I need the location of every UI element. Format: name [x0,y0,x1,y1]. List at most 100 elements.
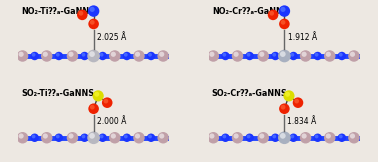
Circle shape [300,132,311,144]
Circle shape [41,50,53,62]
Circle shape [284,90,294,101]
Circle shape [293,97,303,108]
Circle shape [109,50,121,62]
Circle shape [157,132,169,144]
Circle shape [247,135,251,138]
Circle shape [56,135,60,138]
Circle shape [294,99,299,104]
Circle shape [148,53,152,57]
Circle shape [259,133,264,139]
Circle shape [100,135,104,138]
Circle shape [77,10,88,20]
Circle shape [302,133,307,139]
Circle shape [104,99,108,104]
Circle shape [80,52,89,60]
Circle shape [32,135,36,138]
Circle shape [32,53,36,57]
Text: SO₂-Ti⁇ₐ-GaNNS: SO₂-Ti⁇ₐ-GaNNS [21,89,94,98]
Circle shape [159,133,164,139]
Circle shape [315,53,319,57]
Circle shape [54,52,63,60]
Circle shape [339,135,343,138]
Circle shape [338,133,346,142]
Circle shape [281,105,285,110]
Circle shape [88,5,99,17]
Circle shape [279,19,290,29]
Circle shape [259,52,264,57]
Circle shape [157,50,169,62]
Circle shape [339,53,343,57]
Circle shape [350,52,355,57]
Circle shape [324,50,336,62]
Circle shape [350,133,355,139]
Text: 1.912 Å: 1.912 Å [288,33,317,42]
Circle shape [89,133,95,139]
Circle shape [148,135,152,138]
Circle shape [133,132,145,144]
Circle shape [87,131,100,144]
Circle shape [315,135,319,138]
Circle shape [300,50,311,62]
Circle shape [223,53,226,57]
Circle shape [278,131,291,144]
Text: NO₂-Cr⁇ₐ-GaNNS: NO₂-Cr⁇ₐ-GaNNS [212,7,288,16]
Circle shape [291,135,294,138]
Circle shape [223,135,226,138]
Circle shape [285,92,290,97]
Circle shape [338,52,346,60]
Circle shape [247,53,251,57]
Circle shape [19,52,24,57]
Circle shape [109,132,121,144]
Circle shape [270,11,274,16]
Circle shape [56,53,60,57]
Text: 2.025 Å: 2.025 Å [98,33,127,42]
Circle shape [122,52,131,60]
Circle shape [232,50,243,62]
Circle shape [221,133,230,142]
Circle shape [234,52,239,57]
Circle shape [289,133,298,142]
Circle shape [159,52,164,57]
Circle shape [234,133,239,139]
Circle shape [124,135,128,138]
Circle shape [98,52,107,60]
Circle shape [135,52,140,57]
Circle shape [133,50,145,62]
Circle shape [54,133,63,142]
Circle shape [90,105,94,110]
Circle shape [17,50,28,62]
Circle shape [326,133,331,139]
Circle shape [89,51,95,57]
Circle shape [245,52,254,60]
Circle shape [279,103,290,114]
Text: SO₂-Cr⁇ₐ-GaNNS: SO₂-Cr⁇ₐ-GaNNS [212,89,288,98]
Circle shape [280,51,286,57]
Circle shape [102,97,113,108]
Circle shape [122,133,131,142]
Circle shape [280,7,285,12]
Circle shape [273,135,276,138]
Circle shape [271,133,280,142]
Circle shape [82,53,85,57]
Circle shape [135,133,140,139]
Circle shape [271,52,280,60]
Circle shape [324,132,336,144]
Circle shape [100,53,104,57]
Circle shape [80,133,89,142]
Circle shape [209,52,214,57]
Circle shape [326,52,331,57]
Circle shape [79,11,83,16]
Circle shape [268,10,278,20]
Circle shape [68,52,74,57]
Circle shape [19,133,24,139]
Circle shape [147,52,155,60]
Circle shape [208,50,219,62]
Text: NO₂-Ti⁇ₐ-GaNNS: NO₂-Ti⁇ₐ-GaNNS [21,7,95,16]
Circle shape [98,133,107,142]
Circle shape [278,50,291,62]
Circle shape [273,53,276,57]
Text: 2.000 Å: 2.000 Å [97,117,126,127]
Circle shape [43,52,48,57]
Circle shape [90,7,95,12]
Circle shape [111,133,116,139]
